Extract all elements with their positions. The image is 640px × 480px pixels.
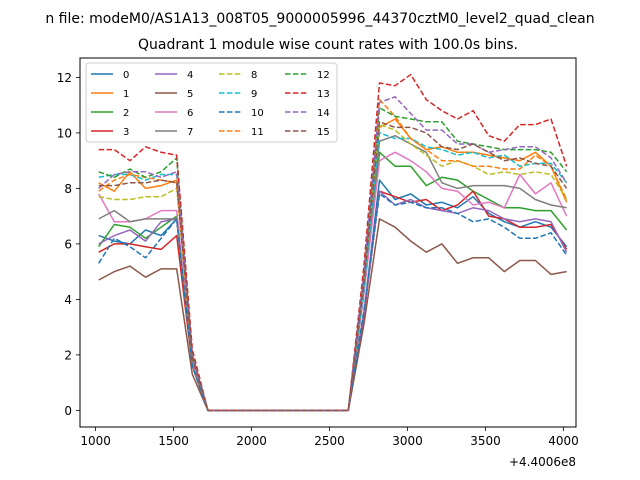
legend-label-14: 14 [317,108,330,119]
legend-label-3: 3 [123,127,129,138]
series-line-2 [98,151,568,412]
legend-frame [85,62,338,143]
series-line-7 [98,134,567,412]
series-line-4 [98,190,568,412]
series-layer [98,73,568,412]
y-tick-label: 8 [64,182,72,196]
chart-title: Quadrant 1 module wise count rates with … [138,37,518,53]
y-axis-ticks: 0 2 4 6 8 10 12 [57,71,80,418]
series-line-6 [98,151,568,412]
x-tick-label: 4000 [548,434,579,448]
legend-label-7: 7 [187,127,193,138]
legend-label-2: 2 [123,108,129,119]
x-tick-label: 1000 [80,434,111,448]
y-tick-label: 2 [64,348,72,362]
plot-area-frame [79,57,577,428]
legend-label-0: 0 [123,70,129,81]
y-tick-label: 6 [64,237,72,251]
y-tick-label: 12 [57,71,72,85]
x-tick-label: 2500 [314,434,345,448]
figure-suptitle: n file: modeM0/AS1A13_008T05_9000005996_… [45,11,594,27]
legend-label-15: 15 [317,127,330,138]
x-offset-label: +4.4006e8 [509,455,576,469]
series-line-15 [98,121,568,412]
x-tick-label: 1500 [158,434,189,448]
x-axis-ticks: 1000 1500 2000 2500 3000 3500 4000 [80,427,579,448]
legend-label-5: 5 [187,89,193,100]
x-tick-label: 2000 [236,434,267,448]
series-line-9 [98,132,568,412]
series-line-14 [98,96,568,412]
y-tick-label: 10 [57,126,72,140]
legend-label-11: 11 [251,127,264,138]
legend-label-6: 6 [187,108,193,119]
x-tick-label: 3500 [470,434,501,448]
x-tick-label: 3000 [392,434,423,448]
legend-label-10: 10 [251,108,264,119]
axes-layer [79,57,577,428]
legend-label-12: 12 [317,70,330,81]
series-line-11 [98,98,568,412]
y-tick-label: 0 [64,404,72,418]
legend-label-9: 9 [251,89,257,100]
legend-label-8: 8 [251,70,257,81]
legend-label-4: 4 [187,70,193,81]
y-tick-label: 4 [64,293,72,307]
series-line-3 [98,190,568,412]
series-line-5 [98,218,567,412]
legend-label-13: 13 [317,89,330,100]
legend-label-1: 1 [123,89,129,100]
